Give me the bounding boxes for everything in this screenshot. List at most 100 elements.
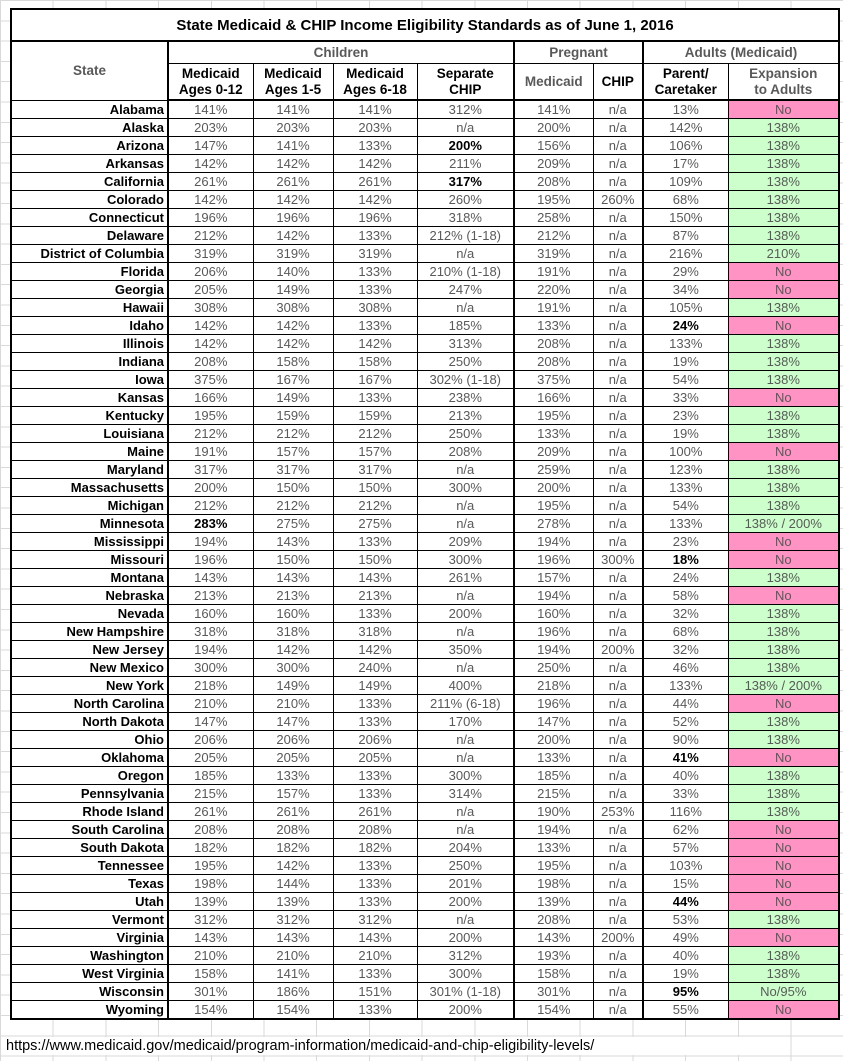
separate-chip-cell: n/a — [416, 748, 515, 767]
pregnant-medicaid-cell: 133% — [513, 748, 594, 767]
expansion-to-adults-cell: 138% — [727, 910, 840, 929]
medicaid-ages-0-12-cell: 196% — [167, 208, 254, 227]
column-header-pregnant-medicaid: Medicaid — [513, 63, 594, 101]
pregnant-chip-cell: n/a — [592, 676, 644, 695]
medicaid-ages-1-5-cell: 261% — [252, 172, 334, 191]
medicaid-ages-0-12-cell: 147% — [167, 712, 254, 731]
pregnant-chip-cell: n/a — [592, 514, 644, 533]
pregnant-chip-cell: n/a — [592, 334, 644, 353]
medicaid-ages-0-12-cell: 206% — [167, 730, 254, 749]
pregnant-chip-cell: n/a — [592, 442, 644, 461]
state-name: Texas — [10, 874, 169, 893]
separate-chip-cell: 204% — [416, 838, 515, 857]
parent-caretaker-cell: 46% — [642, 658, 729, 677]
expansion-to-adults-cell: No — [727, 748, 840, 767]
pregnant-medicaid-cell: 212% — [513, 226, 594, 245]
pregnant-chip-cell: 200% — [592, 640, 644, 659]
parent-caretaker-cell: 103% — [642, 856, 729, 875]
medicaid-ages-6-18-cell: 133% — [332, 856, 418, 875]
medicaid-ages-0-12-cell: 212% — [167, 226, 254, 245]
state-name: Florida — [10, 262, 169, 281]
table-row: Alabama 141% 141% 141% 312% 141% n/a 13% No — [10, 99, 840, 119]
medicaid-ages-6-18-cell: 133% — [332, 874, 418, 893]
state-name: Wyoming — [10, 1000, 169, 1020]
separate-chip-cell: n/a — [416, 658, 515, 677]
medicaid-ages-1-5-cell: 144% — [252, 874, 334, 893]
medicaid-ages-1-5-cell: 210% — [252, 694, 334, 713]
medicaid-ages-0-12-cell: 143% — [167, 568, 254, 587]
medicaid-ages-0-12-cell: 213% — [167, 586, 254, 605]
separate-chip-cell: 170% — [416, 712, 515, 731]
pregnant-chip-cell: 253% — [592, 802, 644, 821]
table-row: Ohio 206% 206% 206% n/a 200% n/a 90% 138% — [10, 730, 840, 749]
parent-caretaker-cell: 133% — [642, 478, 729, 497]
column-header-medicaid-ages-6-18: Medicaid Ages 6-18 — [332, 63, 418, 101]
pregnant-chip-cell: n/a — [592, 946, 644, 965]
state-name: Oklahoma — [10, 748, 169, 767]
pregnant-medicaid-cell: 196% — [513, 550, 594, 569]
expansion-to-adults-cell: No — [727, 586, 840, 605]
table-row: Nebraska 213% 213% 213% n/a 194% n/a 58% No — [10, 586, 840, 605]
medicaid-ages-6-18-cell: 142% — [332, 154, 418, 173]
pregnant-chip-cell: n/a — [592, 352, 644, 371]
pregnant-medicaid-cell: 194% — [513, 532, 594, 551]
expansion-to-adults-cell: 138% / 200% — [727, 514, 840, 533]
medicaid-ages-6-18-cell: 141% — [332, 99, 418, 119]
medicaid-ages-1-5-cell: 186% — [252, 982, 334, 1001]
medicaid-ages-6-18-cell: 261% — [332, 172, 418, 191]
state-name: Iowa — [10, 370, 169, 389]
pregnant-chip-cell: n/a — [592, 99, 644, 119]
medicaid-ages-1-5-cell: 196% — [252, 208, 334, 227]
separate-chip-cell: 208% — [416, 442, 515, 461]
pregnant-chip-cell: n/a — [592, 388, 644, 407]
pregnant-medicaid-cell: 215% — [513, 784, 594, 803]
table-row: Louisiana 212% 212% 212% 250% 133% n/a 19% 138% — [10, 424, 840, 443]
parent-caretaker-cell: 33% — [642, 388, 729, 407]
expansion-to-adults-cell: 138% — [727, 766, 840, 785]
separate-chip-cell: 185% — [416, 316, 515, 335]
pregnant-medicaid-cell: 200% — [513, 478, 594, 497]
pregnant-medicaid-cell: 218% — [513, 676, 594, 695]
expansion-to-adults-cell: No — [727, 694, 840, 713]
column-header-expansion-to-adults: Expansion to Adults — [727, 63, 840, 101]
medicaid-ages-6-18-cell: 133% — [332, 1000, 418, 1020]
medicaid-ages-1-5-cell: 147% — [252, 712, 334, 731]
state-name: Kansas — [10, 388, 169, 407]
table-title: State Medicaid & CHIP Income Eligibility… — [10, 8, 840, 42]
table-row: Massachusetts 200% 150% 150% 300% 200% n/a 133%… — [10, 478, 840, 497]
separate-chip-cell: 209% — [416, 532, 515, 551]
pregnant-medicaid-cell: 259% — [513, 460, 594, 479]
state-name: Michigan — [10, 496, 169, 515]
pregnant-medicaid-cell: 190% — [513, 802, 594, 821]
pregnant-medicaid-cell: 194% — [513, 640, 594, 659]
separate-chip-cell: 400% — [416, 676, 515, 695]
medicaid-ages-6-18-cell: 167% — [332, 370, 418, 389]
medicaid-ages-6-18-cell: 213% — [332, 586, 418, 605]
pregnant-chip-cell: n/a — [592, 784, 644, 803]
medicaid-ages-1-5-cell: 261% — [252, 802, 334, 821]
pregnant-chip-cell: n/a — [592, 208, 644, 227]
pregnant-chip-cell: n/a — [592, 748, 644, 767]
parent-caretaker-cell: 53% — [642, 910, 729, 929]
medicaid-ages-6-18-cell: 150% — [332, 550, 418, 569]
pregnant-chip-cell: n/a — [592, 460, 644, 479]
state-name: Maryland — [10, 460, 169, 479]
medicaid-ages-1-5-cell: 142% — [252, 856, 334, 875]
expansion-to-adults-cell: No — [727, 1000, 840, 1020]
medicaid-ages-0-12-cell: 142% — [167, 334, 254, 353]
medicaid-ages-0-12-cell: 141% — [167, 99, 254, 119]
pregnant-medicaid-cell: 139% — [513, 892, 594, 911]
column-header-separate-chip: Separate CHIP — [416, 63, 515, 101]
pregnant-medicaid-cell: 154% — [513, 1000, 594, 1020]
pregnant-chip-cell: n/a — [592, 586, 644, 605]
table-row: New Hampshire 318% 318% 318% n/a 196% n/a 68% 13… — [10, 622, 840, 641]
table-row: South Dakota 182% 182% 182% 204% 133% n/a 57% No — [10, 838, 840, 857]
parent-caretaker-cell: 29% — [642, 262, 729, 281]
pregnant-chip-cell: n/a — [592, 262, 644, 281]
medicaid-ages-1-5-cell: 142% — [252, 226, 334, 245]
table-row: District of Columbia 319% 319% 319% n/a 319% n… — [10, 244, 840, 263]
expansion-to-adults-cell: 138% — [727, 784, 840, 803]
medicaid-ages-6-18-cell: 319% — [332, 244, 418, 263]
separate-chip-cell: 261% — [416, 568, 515, 587]
